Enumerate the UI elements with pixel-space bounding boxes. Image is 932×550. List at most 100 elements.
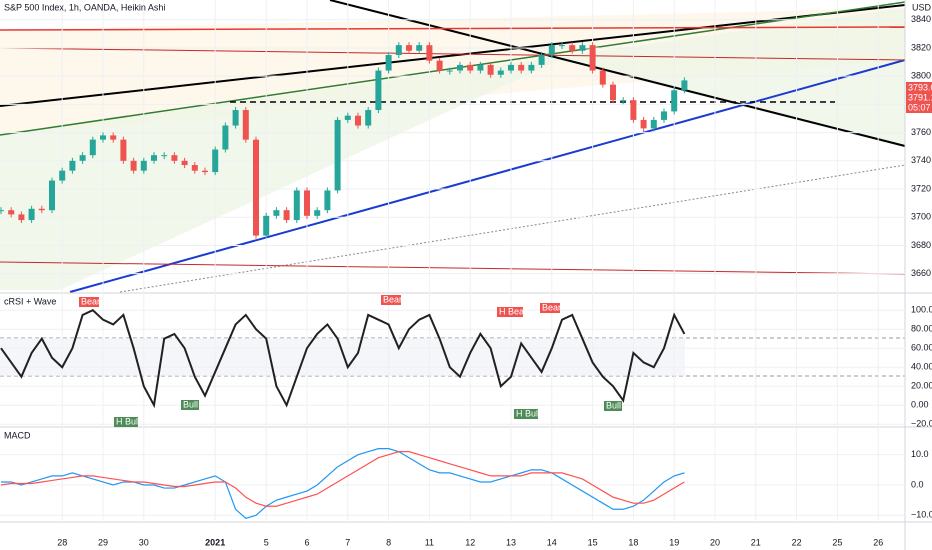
y-tick-label: 0.0 — [911, 479, 924, 489]
candle — [100, 135, 106, 140]
price-tag: 05:07 — [908, 102, 931, 112]
y-tick-label: 20.00 — [911, 381, 932, 391]
x-tick-label: 22 — [792, 537, 802, 547]
candle — [242, 110, 249, 140]
x-tick-label: 20 — [710, 537, 720, 547]
tag-bg — [906, 93, 932, 103]
x-tick-label: 25 — [832, 537, 842, 547]
candle — [426, 45, 433, 61]
candle — [69, 160, 76, 171]
price-tag: 3791.1 — [908, 92, 932, 102]
candle — [140, 160, 147, 171]
y-tick-label: 40.00 — [911, 362, 932, 372]
y-tick-label: 100.00 — [911, 305, 932, 315]
line — [0, 451, 685, 507]
candle — [344, 115, 351, 120]
candle — [640, 119, 647, 129]
candle — [314, 210, 321, 216]
candle — [334, 119, 341, 191]
x-tick-label: 15 — [588, 537, 598, 547]
annotations: Bear Bear H Bear Bear H Bull Bull H Bull… — [79, 294, 622, 427]
candle — [253, 139, 259, 236]
y-tick-label: 3760 — [911, 127, 931, 137]
x-tick-label: 2021 — [205, 537, 225, 547]
tag-bg — [604, 401, 622, 411]
candle — [283, 210, 290, 221]
y-tick-label: −10.0 — [911, 510, 932, 520]
annotation: H Bear — [499, 306, 527, 316]
level-line — [0, 47, 906, 61]
trendline — [0, 1, 906, 136]
y-tick-label: −20.00 — [911, 419, 932, 429]
tag-bg — [114, 417, 138, 427]
candle — [457, 64, 463, 71]
trendline — [0, 4, 906, 107]
tag-bg — [906, 103, 932, 113]
x-tick-label: 6 — [304, 537, 309, 547]
candle — [191, 165, 198, 171]
x-tick-label: 30 — [139, 537, 149, 547]
candle — [28, 208, 35, 221]
x-tick-label: 14 — [547, 537, 557, 547]
x-tick-label: 8 — [386, 537, 391, 547]
y-tick-label: 0.00 — [911, 400, 929, 410]
zone — [0, 8, 905, 290]
candle — [324, 190, 331, 211]
candle — [0, 210, 4, 212]
y-tick-label: 3660 — [911, 268, 931, 278]
x-tick-label: 18 — [628, 537, 638, 547]
candle — [59, 170, 66, 181]
candle — [110, 135, 117, 140]
level-line — [0, 261, 906, 275]
candle — [630, 100, 637, 120]
candle — [49, 180, 55, 211]
candle — [232, 110, 239, 126]
annotation: H Bull — [116, 416, 140, 426]
y-tick-label: 3700 — [911, 212, 931, 222]
y-tick-label: 3680 — [911, 240, 931, 250]
annotation: Bull — [183, 399, 198, 409]
candle — [416, 45, 423, 51]
candle — [681, 80, 688, 91]
level-line — [0, 26, 906, 31]
candle — [161, 155, 168, 157]
tag-bg — [906, 82, 932, 93]
candle — [671, 90, 678, 112]
candle — [620, 100, 627, 102]
candle — [579, 45, 586, 51]
tag-bg — [79, 297, 99, 307]
candle — [406, 45, 412, 51]
candle — [661, 111, 667, 120]
candle — [18, 214, 25, 221]
tag-bg — [181, 400, 199, 410]
candle — [610, 84, 616, 101]
candle — [38, 208, 45, 211]
tag-bg — [497, 307, 523, 317]
y-tick-label: 3820 — [911, 42, 931, 52]
candle — [518, 64, 525, 71]
candle — [151, 155, 157, 161]
chart-title: S&P 500 Index, 1h, OANDA, Heikin Ashi — [4, 2, 165, 12]
x-tick-label: 12 — [465, 537, 475, 547]
x-tick-label: 5 — [264, 537, 269, 547]
axis-label: USD — [912, 2, 932, 12]
candle — [528, 64, 535, 71]
pane-title: MACD — [4, 430, 31, 440]
candle — [130, 160, 137, 171]
candle — [477, 64, 484, 71]
annotation: H Bull — [516, 408, 540, 418]
y-tick-label: 3720 — [911, 183, 931, 193]
y-tick-label: 3840 — [911, 14, 931, 24]
y-tick-label: 60.00 — [911, 343, 932, 353]
candle — [589, 45, 596, 71]
annotation: Bear — [542, 302, 561, 312]
annotation: Bear — [383, 294, 402, 304]
candle — [467, 64, 474, 71]
candle — [508, 64, 514, 71]
price-tags: 3793.0 3791.1 05:07 — [906, 82, 932, 113]
x-tick-label: 29 — [98, 537, 108, 547]
tag-bg — [381, 295, 401, 305]
candle — [171, 155, 178, 161]
candle — [538, 55, 545, 65]
